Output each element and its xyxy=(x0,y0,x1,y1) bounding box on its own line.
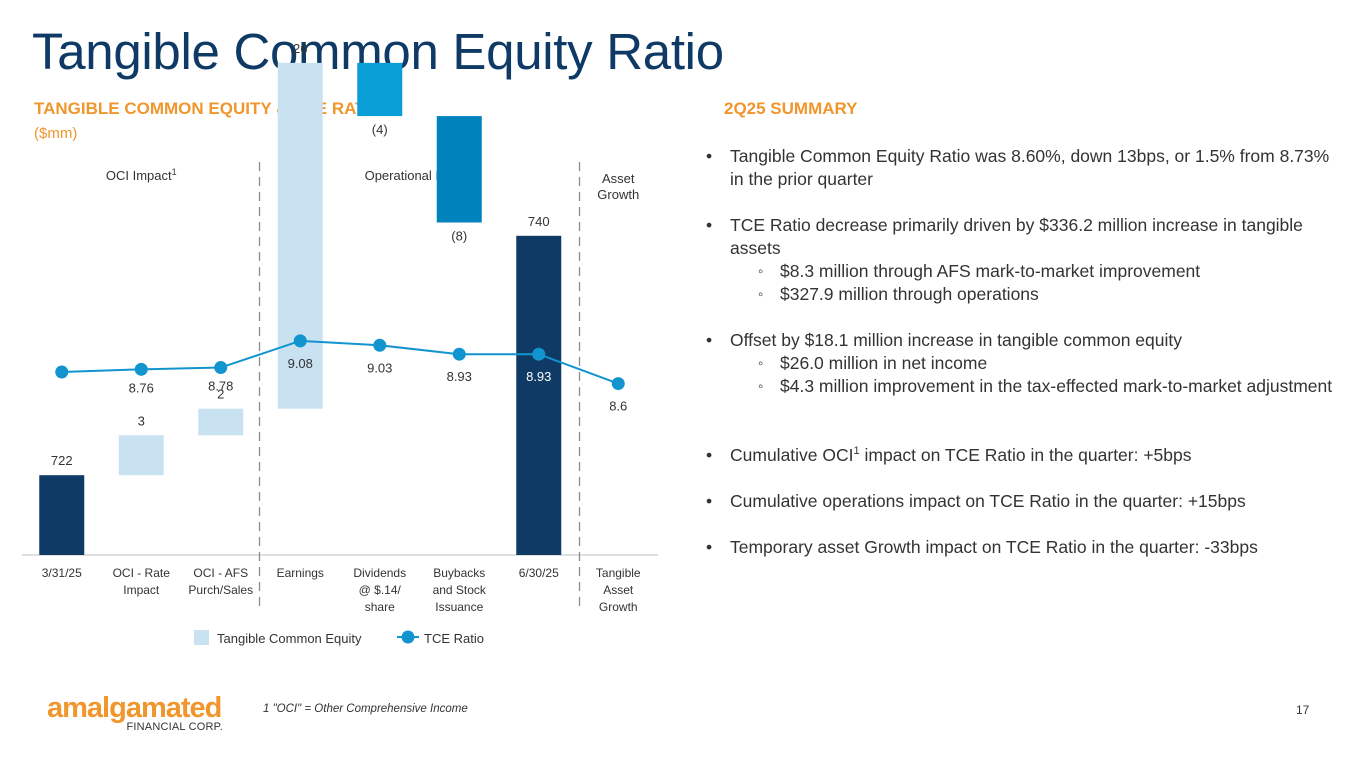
summary-sub-list: $26.0 million in net income $4.3 million… xyxy=(730,352,1346,398)
legend-swatch-tce xyxy=(194,630,209,645)
summary-bullet-text: TCE Ratio decrease primarily driven by $… xyxy=(730,215,1303,258)
category-label-7: Tangible xyxy=(596,566,641,580)
tce-bar-6 xyxy=(516,235,562,556)
tce-bar-label-6: 740 xyxy=(528,214,550,229)
tce-bar-label-0: 722 xyxy=(51,453,73,468)
summary-bullet-tce-ratio: Tangible Common Equity Ratio was 8.60%, … xyxy=(706,145,1346,191)
tce-bar-label-4: (4) xyxy=(372,122,388,137)
company-logo: amalgamated FINANCIAL CORP. xyxy=(47,693,227,739)
category-label-4: Dividends xyxy=(353,566,406,580)
tce-bar-1 xyxy=(118,435,164,476)
tce-ratio-label-4: 9.03 xyxy=(367,360,392,375)
summary-bullet-text: Tangible Common Equity Ratio was 8.60%, … xyxy=(730,146,1330,189)
category-label-1: Impact xyxy=(123,583,160,597)
tce-ratio-label-1: 8.76 xyxy=(129,380,154,395)
summary-sub-item: $26.0 million in net income xyxy=(730,352,1346,375)
tce-bar-label-1: 3 xyxy=(138,413,145,428)
footnote: 1 "OCI" = Other Comprehensive Income xyxy=(263,703,468,715)
category-label-5: Buybacks xyxy=(433,566,485,580)
summary-bullet-text: Offset by $18.1 million increase in tang… xyxy=(730,330,1183,350)
summary-list: Tangible Common Equity Ratio was 8.60%, … xyxy=(706,145,1346,582)
tce-ratio-label-2: 8.78 xyxy=(208,379,233,394)
summary-bullet-ratio-decrease: TCE Ratio decrease primarily driven by $… xyxy=(706,214,1346,306)
tce-ratio-label-6: 8.93 xyxy=(526,369,551,384)
summary-bullet-text: impact on TCE Ratio in the quarter: +5bp… xyxy=(859,445,1192,465)
category-label-7: Asset xyxy=(603,583,634,597)
tce-bar-label-2: 2 xyxy=(217,387,224,402)
tce-bar-5 xyxy=(436,116,482,223)
tce-ratio-point-3 xyxy=(293,334,307,348)
summary-sub-list: $8.3 million through AFS mark-to-market … xyxy=(730,260,1346,306)
summary-bullet-text: Cumulative OCI xyxy=(730,445,854,465)
tce-ratio-line xyxy=(61,339,619,385)
tce-ratio-point-7 xyxy=(611,377,625,391)
category-label-4: share xyxy=(365,600,395,614)
summary-bullet-operations-impact: Cumulative operations impact on TCE Rati… xyxy=(706,490,1346,513)
summary-bullet-offset: Offset by $18.1 million increase in tang… xyxy=(706,329,1346,398)
tce-ratio-point-0 xyxy=(55,365,69,379)
tce-ratio-point-6 xyxy=(532,347,546,361)
tce-ratio-label-0: 8.73 xyxy=(49,387,74,402)
tce-ratio-point-5 xyxy=(452,347,466,361)
category-label-0: 3/31/25 xyxy=(42,566,82,580)
category-label-4: @ $.14/ xyxy=(359,583,402,597)
category-label-5: and Stock xyxy=(433,583,487,597)
group-label-oci-impact: OCI Impact1 xyxy=(106,167,177,183)
legend-swatch-point xyxy=(401,630,415,644)
tce-bar-2 xyxy=(198,408,244,436)
summary-bullet-oci-impact: Cumulative OCI1 impact on TCE Ratio in t… xyxy=(706,444,1346,467)
group-label-asset-growth: Asset xyxy=(602,171,635,186)
summary-sub-item: $8.3 million through AFS mark-to-market … xyxy=(730,260,1346,283)
page-number: 17 xyxy=(1296,703,1310,717)
category-label-6: 6/30/25 xyxy=(519,566,559,580)
tce-ratio-label-5: 8.93 xyxy=(447,369,472,384)
tce-ratio-point-2 xyxy=(214,361,228,375)
category-label-2: Purch/Sales xyxy=(188,583,253,597)
summary-bullet-text: Cumulative operations impact on TCE Rati… xyxy=(730,491,1246,511)
tce-ratio-label-7: 8.6 xyxy=(609,399,627,414)
category-label-7: Growth xyxy=(599,600,638,614)
legend-label-tce: Tangible Common Equity xyxy=(217,631,362,646)
group-label-asset-growth: Growth xyxy=(597,187,639,202)
summary-bullet-asset-growth-impact: Temporary asset Growth impact on TCE Rat… xyxy=(706,536,1346,559)
tce-ratio-label-3: 9.08 xyxy=(288,356,313,371)
tce-bar-label-3: 26 xyxy=(293,41,307,56)
chart-unit-label: ($mm) xyxy=(34,125,78,142)
tce-ratio-point-4 xyxy=(373,338,387,352)
tce-ratio-point-1 xyxy=(134,362,148,376)
tce-bar-0 xyxy=(39,475,85,555)
footnote-marker: 1 xyxy=(853,445,860,458)
category-label-2: OCI - AFS xyxy=(193,566,248,580)
category-label-3: Earnings xyxy=(277,566,324,580)
tce-bar-4 xyxy=(357,62,403,117)
logo-wordmark: amalgamated xyxy=(47,692,222,724)
category-label-5: Issuance xyxy=(435,600,483,614)
summary-sub-item: $4.3 million improvement in the tax-effe… xyxy=(730,375,1346,398)
tce-bar-label-5: (8) xyxy=(451,229,467,244)
legend-label-tce-ratio: TCE Ratio xyxy=(424,631,484,646)
summary-bullet-text: Temporary asset Growth impact on TCE Rat… xyxy=(730,537,1258,557)
footnote-marker: 1 xyxy=(172,167,177,177)
summary-sub-item: $327.9 million through operations xyxy=(730,283,1346,306)
tce-bar-3 xyxy=(277,62,323,409)
summary-heading: 2Q25 SUMMARY xyxy=(724,99,858,118)
category-label-1: OCI - Rate xyxy=(113,566,171,580)
logo-subtitle: FINANCIAL CORP. xyxy=(126,721,223,733)
tce-waterfall-chart: OCI Impact1 Operational Impact AssetGrowth… xyxy=(22,41,658,646)
